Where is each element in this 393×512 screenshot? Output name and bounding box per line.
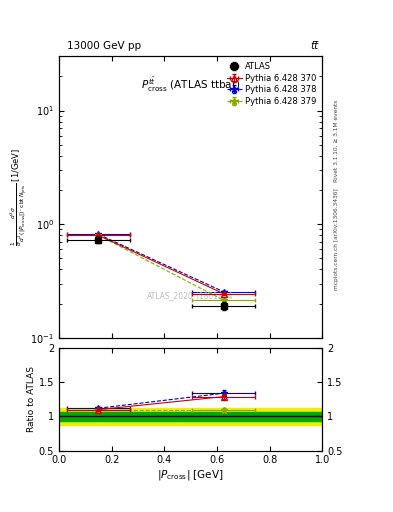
- Text: Rivet 3.1.10, ≥ 3.1M events: Rivet 3.1.10, ≥ 3.1M events: [334, 100, 338, 182]
- Text: 13000 GeV pp: 13000 GeV pp: [67, 41, 141, 51]
- Bar: [59, 412, 322, 421]
- Y-axis label: $\frac{1}{\sigma}\frac{d^2\sigma}{d^2(|P_{\mathrm{cross}}|)\cdot\mathrm{cbt}\,N_: $\frac{1}{\sigma}\frac{d^2\sigma}{d^2(|P…: [8, 148, 29, 246]
- Text: mcplots.cern.ch [arXiv:1306.3436]: mcplots.cern.ch [arXiv:1306.3436]: [334, 188, 338, 290]
- Bar: [59, 408, 322, 425]
- Y-axis label: Ratio to ATLAS: Ratio to ATLAS: [27, 367, 36, 432]
- Legend: ATLAS, Pythia 6.428 370, Pythia 6.428 378, Pythia 6.428 379: ATLAS, Pythia 6.428 370, Pythia 6.428 37…: [225, 60, 318, 108]
- Text: tt̅: tt̅: [310, 41, 318, 51]
- Text: $P_{\mathrm{cross}}^{t\bar{t}}$ (ATLAS ttbar): $P_{\mathrm{cross}}^{t\bar{t}}$ (ATLAS t…: [141, 76, 241, 94]
- Text: ATLAS_2020_I1801434: ATLAS_2020_I1801434: [147, 291, 234, 300]
- X-axis label: $|P_{\mathrm{cross}}|$ [GeV]: $|P_{\mathrm{cross}}|$ [GeV]: [157, 468, 224, 482]
